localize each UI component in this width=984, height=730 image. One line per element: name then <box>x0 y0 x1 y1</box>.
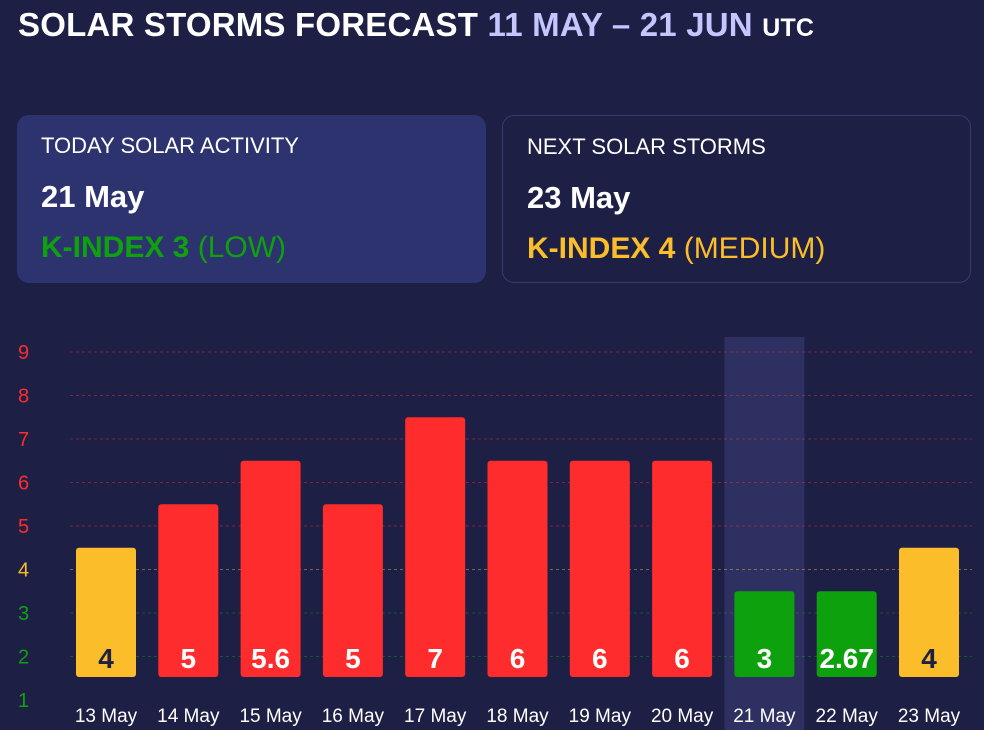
next-card-label: NEXT SOLAR STORMS <box>527 134 766 159</box>
x-tick-label: 15 May <box>239 706 302 727</box>
x-tick-label: 23 May <box>898 706 961 727</box>
today-date: 21 May <box>41 179 145 214</box>
bar-value-label: 4 <box>921 643 937 674</box>
next-kindex-line: K-INDEX 4 (MEDIUM) <box>527 232 946 266</box>
x-tick-label: 22 May <box>816 706 879 727</box>
x-tick-label: 21 May <box>733 706 796 727</box>
bar-value-label: 6 <box>510 643 526 674</box>
bar-value-label: 3 <box>757 643 773 674</box>
bar-value-label: 5.6 <box>251 643 290 674</box>
y-tick-label: 7 <box>18 429 29 451</box>
timezone-label: UTC <box>762 14 815 42</box>
bar[interactable] <box>158 504 219 677</box>
y-tick-label: 4 <box>18 560 29 582</box>
bar-value-label: 5 <box>345 643 361 674</box>
y-tick-label: 8 <box>18 386 29 408</box>
bar[interactable] <box>569 460 630 677</box>
bar-value-label: 6 <box>674 643 690 674</box>
next-level: (MEDIUM) <box>683 232 826 265</box>
kindex-bar-chart: 1 2 3 4 5 6 7 8 9 4 13 May 5 14 May 5.6 15 May 5 16 May 7… <box>18 337 972 730</box>
bar-value-label: 4 <box>98 643 114 674</box>
x-tick-label: 19 May <box>569 706 632 727</box>
bar[interactable] <box>240 460 301 677</box>
today-kindex: K-INDEX 3 <box>41 231 190 264</box>
bar[interactable] <box>322 504 383 677</box>
y-tick-label: 1 <box>18 690 29 712</box>
bar-value-label: 2.67 <box>819 643 874 674</box>
bar-value-label: 5 <box>181 643 197 674</box>
bar[interactable] <box>652 460 713 677</box>
y-tick-label: 9 <box>18 342 29 364</box>
next-date: 23 May <box>527 180 631 215</box>
today-activity-card: TODAY SOLAR ACTIVITY 21 May K-INDEX 3 (L… <box>17 115 486 283</box>
bar-value-label: 6 <box>592 643 608 674</box>
x-tick-label: 20 May <box>651 706 714 727</box>
title-text: SOLAR STORMS FORECAST <box>18 6 479 43</box>
next-kindex: K-INDEX 4 <box>527 232 676 265</box>
bar[interactable] <box>405 417 466 677</box>
bar[interactable] <box>899 547 959 677</box>
bar[interactable] <box>487 460 548 677</box>
x-tick-label: 17 May <box>404 706 467 727</box>
date-range: 11 MAY – 21 JUN <box>487 6 753 43</box>
x-tick-label: 16 May <box>322 706 385 727</box>
x-tick-label: 14 May <box>157 706 220 727</box>
bar-value-label: 7 <box>427 643 443 674</box>
y-tick-label: 2 <box>18 647 29 669</box>
y-tick-label: 5 <box>18 516 29 538</box>
x-tick-label: 13 May <box>75 706 138 727</box>
today-kindex-line: K-INDEX 3 (LOW) <box>41 231 462 265</box>
today-card-label: TODAY SOLAR ACTIVITY <box>41 133 299 158</box>
bar[interactable] <box>734 591 795 677</box>
bar[interactable] <box>816 591 877 677</box>
next-storms-card: NEXT SOLAR STORMS 23 May K-INDEX 4 (MEDI… <box>502 115 971 283</box>
today-level: (LOW) <box>197 231 287 264</box>
bar[interactable] <box>76 547 136 677</box>
x-tick-label: 18 May <box>486 706 549 727</box>
page-title: SOLAR STORMS FORECAST 11 MAY – 21 JUN UT… <box>18 6 814 44</box>
y-tick-label: 3 <box>18 603 29 625</box>
y-tick-label: 6 <box>18 473 29 495</box>
